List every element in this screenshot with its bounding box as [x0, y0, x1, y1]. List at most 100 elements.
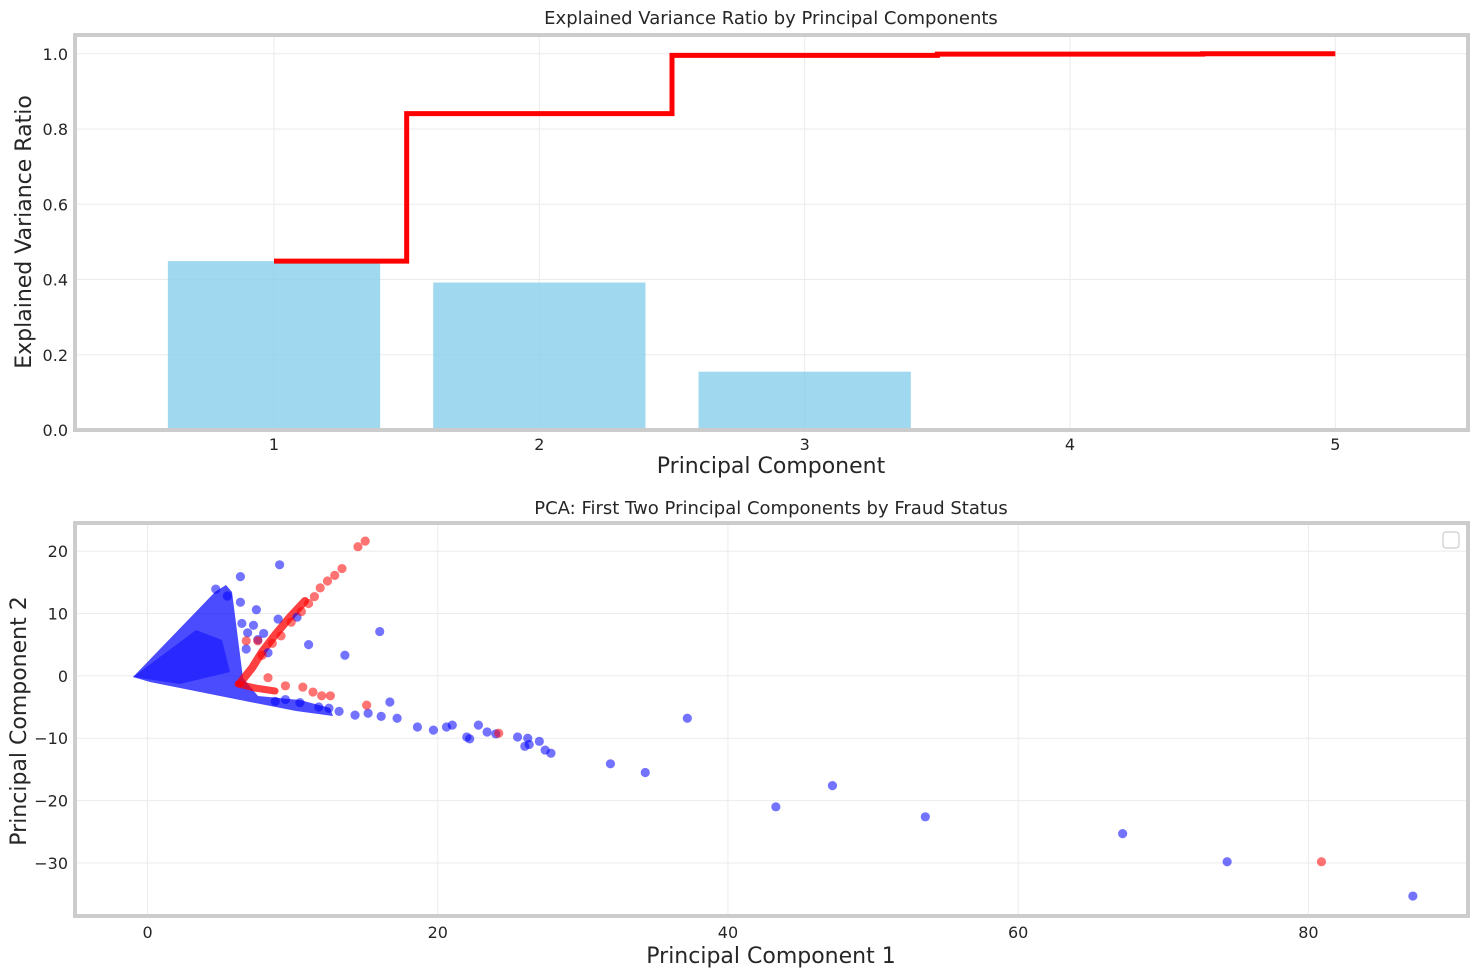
non-fraud-point [376, 711, 386, 721]
fraud-point [1316, 857, 1327, 867]
non-fraud-point [465, 734, 475, 744]
non-fraud-dense-cluster [133, 585, 333, 716]
x-tick-label: 60 [1008, 923, 1028, 942]
non-fraud-point [1118, 829, 1128, 839]
y-tick-label: 0.0 [43, 421, 68, 440]
non-fraud-point [280, 694, 291, 705]
x-tick-label: 4 [1065, 435, 1075, 454]
variance-x-tick-labels: 1 2 3 4 5 [269, 435, 1341, 454]
fraud-point [317, 691, 327, 701]
non-fraud-point [1222, 857, 1232, 867]
pca-chart-frame [73, 521, 1470, 918]
non-fraud-point [605, 759, 616, 769]
non-fraud-point [235, 597, 246, 607]
fraud-point [267, 638, 277, 648]
non-fraud-point [241, 644, 251, 654]
fraud-point [304, 598, 314, 609]
pca-y-axis-label: Principal Component 2 [7, 596, 32, 845]
fraud-point [257, 650, 267, 660]
fraud-point [309, 592, 320, 602]
non-fraud-point [274, 560, 285, 570]
fraud-point [330, 570, 340, 581]
non-fraud-point [640, 767, 650, 778]
variance-chart-frame [73, 33, 1470, 432]
fraud-point [325, 691, 335, 701]
x-tick-label: 0 [142, 923, 152, 942]
non-fraud-point [237, 618, 247, 629]
non-fraud-point [334, 706, 344, 716]
non-fraud-point [363, 708, 373, 718]
non-fraud-point [482, 727, 492, 737]
fraud-dense-trail-lower [234, 680, 279, 695]
non-fraud-point [243, 628, 253, 638]
non-fraud-point [771, 802, 781, 812]
variance-bar [433, 282, 646, 430]
fraud-point [253, 636, 263, 646]
pca-x-tick-labels: 0 20 40 60 80 [142, 923, 1318, 942]
non-fraud-point [259, 628, 269, 639]
fraud-point [241, 636, 251, 646]
x-tick-label: 5 [1330, 435, 1340, 454]
variance-bar [698, 371, 911, 430]
y-tick-label: 0.8 [43, 120, 68, 139]
x-tick-label: 80 [1298, 923, 1318, 942]
fraud-point [296, 606, 306, 617]
non-fraud-point [385, 697, 395, 707]
y-tick-label: 0.6 [43, 195, 68, 214]
y-tick-label: 10 [48, 604, 68, 623]
non-fraud-point [273, 614, 283, 624]
variance-y-axis-label: Explained Variance Ratio [12, 95, 37, 369]
non-fraud-point [375, 626, 385, 637]
y-tick-label: 0 [58, 667, 68, 686]
non-fraud-point [682, 713, 692, 723]
y-tick-label: 1.0 [43, 45, 68, 64]
non-fraud-point [473, 720, 483, 730]
fraud-point [263, 673, 273, 683]
non-fraud-point [340, 650, 350, 660]
non-fraud-point [1408, 891, 1418, 901]
pca-points [133, 536, 1418, 901]
non-fraud-point [222, 591, 232, 601]
non-fraud-point [304, 640, 314, 650]
pca-y-tick-labels: 20 10 0 −10 −20 −30 [34, 542, 68, 873]
non-fraud-dense-core [133, 630, 230, 684]
non-fraud-point [534, 736, 544, 746]
variance-chart-title: Explained Variance Ratio by Principal Co… [544, 8, 998, 29]
non-fraud-point [314, 702, 324, 712]
fraud-point [280, 681, 291, 691]
non-fraud-point [270, 696, 280, 707]
fraud-point [353, 542, 363, 552]
non-fraud-point [235, 572, 246, 582]
fraud-point [360, 536, 370, 546]
fraud-point [315, 583, 325, 593]
x-tick-label: 20 [428, 923, 448, 942]
pca-chart-grid [75, 523, 1468, 916]
non-fraud-point [827, 781, 838, 791]
pca-scatter-chart: PCA: First Two Principal Components by F… [7, 498, 1470, 969]
y-tick-label: 20 [48, 542, 68, 561]
y-tick-label: −30 [34, 854, 68, 873]
non-fraud-point [524, 739, 534, 750]
fraud-point [276, 631, 286, 641]
fraud-point [298, 682, 308, 692]
non-fraud-point [295, 698, 305, 708]
variance-chart: Explained Variance Ratio by Principal Co… [12, 8, 1470, 479]
non-fraud-point [248, 620, 259, 630]
non-fraud-point [211, 584, 221, 594]
variance-y-tick-labels: 0.0 0.2 0.4 0.6 0.8 1.0 [43, 45, 68, 440]
y-tick-label: 0.4 [43, 271, 68, 290]
variance-bars [167, 261, 1177, 430]
cumulative-variance-line [274, 51, 1336, 264]
non-fraud-point [251, 605, 261, 615]
fraud-point [337, 563, 347, 574]
pca-chart-title: PCA: First Two Principal Components by F… [534, 498, 1008, 519]
x-tick-label: 40 [718, 923, 738, 942]
fraud-point [494, 728, 504, 738]
non-fraud-point [512, 732, 523, 742]
x-tick-label: 1 [269, 435, 279, 454]
non-fraud-point [546, 748, 556, 758]
fraud-point [308, 687, 318, 697]
variance-bar [167, 261, 381, 430]
y-tick-label: −10 [34, 729, 68, 748]
